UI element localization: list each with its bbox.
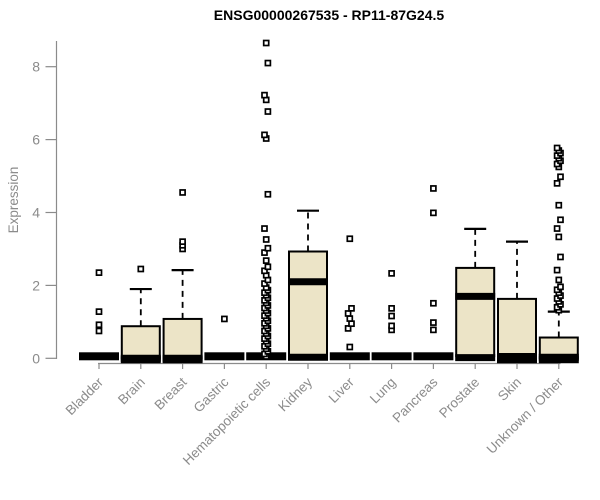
- x-tick-label: Brain: [115, 375, 148, 408]
- outlier-point: [388, 305, 395, 312]
- outlier-point: [261, 91, 268, 99]
- collapsed-box: [413, 352, 454, 361]
- outlier-point: [221, 315, 228, 323]
- x-tick-label: Gastric: [191, 374, 232, 415]
- outlier-point: [557, 173, 564, 181]
- box: [455, 266, 496, 358]
- box: [120, 325, 161, 360]
- outlier-point: [264, 59, 272, 67]
- outlier-point: [553, 179, 561, 187]
- outlier-point: [264, 108, 272, 115]
- box: [288, 250, 328, 357]
- outlier-point: [95, 321, 103, 329]
- outlier-point: [430, 185, 437, 192]
- outlier-point: [95, 327, 103, 335]
- outlier-point: [264, 263, 272, 271]
- x-tick-label: Liver: [326, 374, 358, 406]
- outlier-point: [95, 308, 103, 315]
- outlier-point: [261, 225, 268, 232]
- outlier-point: [264, 190, 272, 198]
- outlier-point: [388, 312, 395, 320]
- outlier-point: [553, 144, 561, 152]
- outlier-point: [348, 320, 355, 328]
- outlier-point: [553, 225, 561, 232]
- outlier-point: [430, 209, 437, 217]
- x-tick-label: Skin: [495, 375, 524, 404]
- outlier-point: [557, 216, 564, 224]
- outlier-point: [346, 315, 354, 322]
- outlier-point: [137, 265, 145, 273]
- x-tick-label: Prostate: [436, 375, 482, 421]
- y-tick-label: 8: [32, 59, 40, 75]
- outlier-point: [95, 269, 103, 276]
- outlier-point: [555, 276, 563, 284]
- x-tick-label: Kidney: [275, 374, 315, 414]
- outlier-point: [261, 249, 268, 256]
- y-tick-label: 6: [32, 132, 40, 148]
- outlier-point: [430, 326, 437, 334]
- outlier-point: [261, 267, 268, 275]
- outlier-point: [555, 233, 563, 241]
- outlier-point: [430, 299, 437, 307]
- outlier-point: [346, 235, 354, 243]
- collapsed-box: [204, 352, 245, 361]
- y-tick-label: 2: [32, 277, 40, 293]
- outlier-point: [262, 257, 270, 264]
- outlier-point: [557, 283, 564, 291]
- outlier-point: [179, 189, 186, 196]
- outlier-point: [344, 310, 352, 317]
- box: [497, 297, 537, 360]
- outlier-point: [388, 270, 395, 277]
- x-tick-label: Bladder: [63, 374, 107, 418]
- outlier-point: [555, 201, 563, 209]
- outlier-point: [344, 325, 352, 332]
- outlier-point: [179, 238, 186, 246]
- chart-title: ENSG00000267535 - RP11-87G24.5: [213, 7, 445, 23]
- x-tick-label: Breast: [152, 374, 190, 412]
- outlier-point: [430, 319, 437, 326]
- outlier-point: [262, 236, 270, 243]
- outlier-point: [553, 266, 561, 274]
- collapsed-box: [79, 352, 119, 361]
- outlier-point: [262, 39, 270, 47]
- y-axis-label: Expression: [6, 166, 21, 234]
- collapsed-box: [329, 352, 370, 361]
- outlier-point: [388, 322, 395, 330]
- box: [162, 317, 203, 360]
- x-tick-label: Pancreas: [390, 374, 441, 425]
- y-tick-label: 4: [32, 205, 40, 221]
- outlier-point: [348, 305, 355, 312]
- x-tick-label: Unknown / Other: [484, 374, 567, 457]
- collapsed-box: [371, 352, 412, 361]
- outlier-point: [264, 244, 272, 252]
- outlier-point: [557, 253, 564, 261]
- outlier-point: [261, 280, 268, 287]
- outlier-point: [261, 131, 268, 139]
- x-tick-label: Lung: [367, 375, 399, 407]
- outlier-point: [346, 343, 354, 351]
- y-tick-label: 0: [32, 350, 40, 366]
